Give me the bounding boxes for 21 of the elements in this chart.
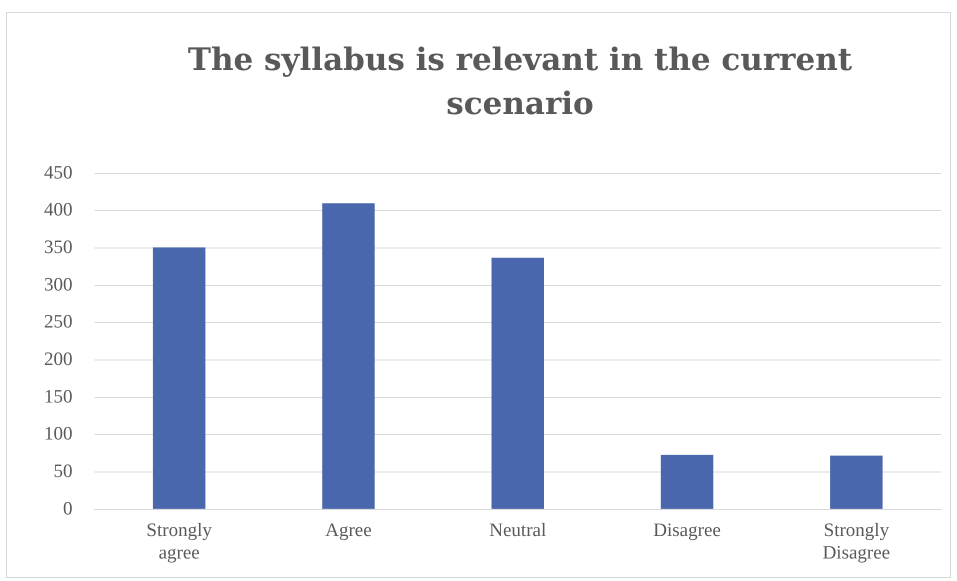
bar — [660, 454, 714, 509]
y-tick-label: 250 — [44, 312, 72, 333]
y-tick-label: 150 — [44, 386, 72, 408]
y-tick-label: 350 — [44, 237, 72, 258]
y-tick-label: 450 — [44, 162, 72, 184]
bar — [492, 258, 544, 509]
bar — [830, 456, 883, 509]
y-tick-label: 200 — [44, 349, 72, 370]
x-tick-label: Agree — [325, 520, 372, 541]
x-tick-label: Strongly agree — [146, 520, 212, 564]
bar — [322, 203, 375, 509]
chart-title: The syllabus is relevant in the current scenario — [186, 41, 854, 124]
y-tick-label: 50 — [54, 461, 72, 482]
x-tick-label: Strongly Disagree — [822, 520, 890, 564]
y-tick-label: 400 — [44, 200, 72, 221]
bar — [152, 247, 206, 509]
y-tick-label: 100 — [44, 424, 72, 445]
x-tick-label: Disagree — [653, 520, 721, 541]
y-tick-label: 300 — [44, 274, 72, 296]
y-tick-label: 0 — [63, 498, 72, 520]
x-tick-label: Neutral — [489, 520, 546, 541]
